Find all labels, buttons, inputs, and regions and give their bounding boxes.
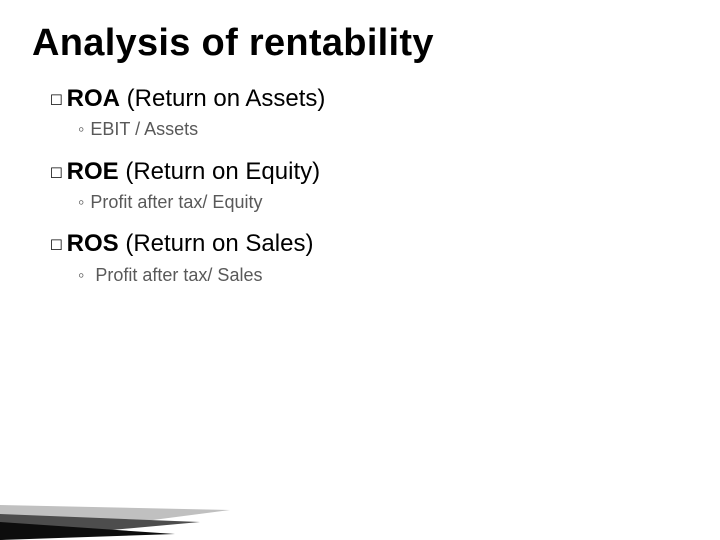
bullet-line: ☐ROS (Return on Sales) <box>50 228 688 260</box>
metric-abbr: ROA <box>67 85 120 112</box>
square-bullet-icon: ☐ <box>50 159 63 183</box>
list-item: ☐ROA (Return on Assets) ◦ EBIT / Assets <box>50 83 688 142</box>
bullet-line: ☐ROE (Return on Equity) <box>50 156 688 188</box>
metric-expansion: (Return on Equity) <box>125 158 320 185</box>
metric-formula: EBIT / Assets <box>90 119 198 139</box>
list-item: ☐ROE (Return on Equity) ◦ Profit after ta… <box>50 156 688 215</box>
metric-abbr: ROS <box>67 230 119 257</box>
wedge-light <box>0 505 230 540</box>
wedge-dark <box>0 522 175 540</box>
sub-bullet-icon: ◦ <box>78 265 84 285</box>
metric-expansion: (Return on Assets) <box>127 85 326 112</box>
list-item: ☐ROS (Return on Sales) ◦ Profit after ta… <box>50 228 688 287</box>
square-bullet-icon: ☐ <box>50 231 63 255</box>
sub-bullet-icon: ◦ <box>78 192 84 212</box>
wedge-mid <box>0 514 200 540</box>
metric-abbr: ROE <box>67 158 119 185</box>
slide-title: Analysis of rentability <box>32 22 688 65</box>
slide: Analysis of rentability ☐ROA (Return on … <box>0 0 720 540</box>
sub-bullet-icon: ◦ <box>78 119 84 139</box>
square-bullet-icon: ☐ <box>50 86 63 110</box>
decorative-wedge-icon <box>0 450 230 540</box>
metric-expansion: (Return on Sales) <box>125 230 313 257</box>
metric-formula: Profit after tax/ Equity <box>90 192 262 212</box>
sub-line: ◦ Profit after tax/ Sales <box>50 263 688 287</box>
slide-body: ☐ROA (Return on Assets) ◦EBIT / Assets ☐… <box>32 83 688 287</box>
sub-line: ◦ Profit after tax/ Equity <box>50 190 688 214</box>
bullet-line: ☐ROA (Return on Assets) <box>50 83 688 115</box>
sub-line: ◦ EBIT / Assets <box>50 117 688 141</box>
metric-formula: Profit after tax/ Sales <box>90 265 262 285</box>
